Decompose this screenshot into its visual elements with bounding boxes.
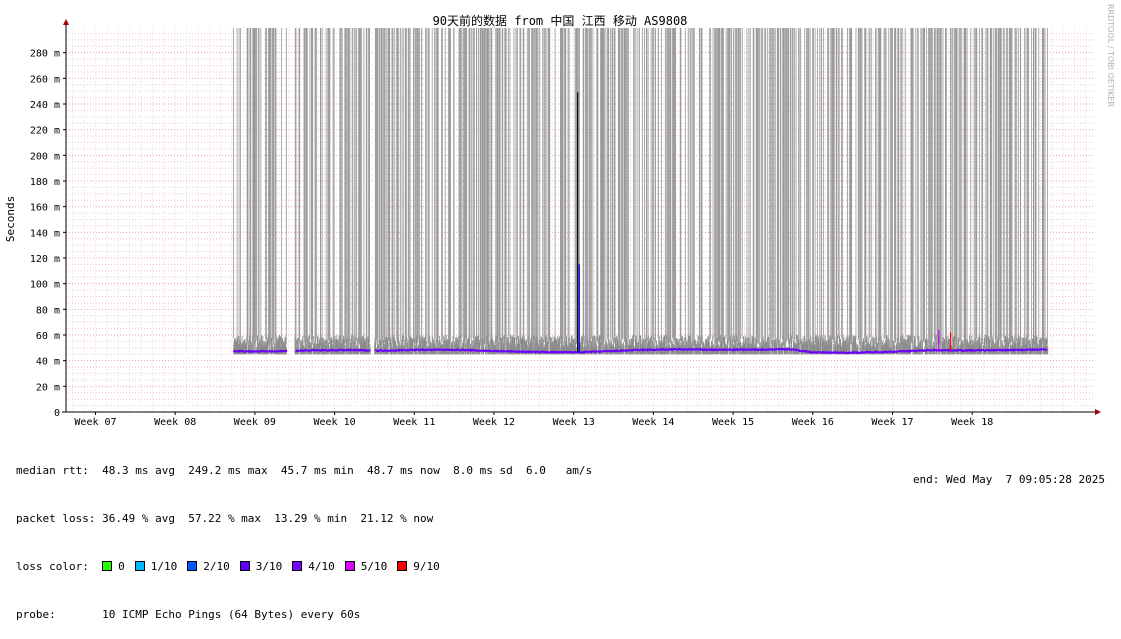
loss-legend-item: 3/10 — [239, 560, 283, 573]
x-tick-labels: Week 07 Week 08 Week 09 Week 10 Week 11 Week … — [74, 412, 993, 428]
axes — [62, 19, 1101, 415]
y-tick-label: 220 m — [30, 126, 60, 137]
x-tick-label: Week 14 — [632, 417, 674, 428]
y-axis-arrow — [63, 19, 69, 25]
y-axis-label: Seconds — [4, 196, 17, 242]
loss-color-swatch — [187, 561, 198, 571]
loss-legend-label: 1/10 — [150, 560, 178, 573]
y-tick-label: 260 m — [30, 74, 60, 85]
median-rtt-values: 48.3 ms avg 249.2 ms max 45.7 ms min 48.… — [102, 464, 593, 477]
packet-loss-label: packet loss: — [16, 512, 96, 525]
x-tick-label: Week 11 — [393, 417, 435, 428]
loss-legend-label: 5/10 — [360, 560, 388, 573]
loss-legend-label: 3/10 — [255, 560, 283, 573]
x-tick-label: Week 17 — [871, 417, 913, 428]
x-tick-label: Week 10 — [314, 417, 356, 428]
x-tick-label: Week 15 — [712, 417, 754, 428]
median-rtt-line — [232, 92, 1048, 355]
x-tick-label: Week 08 — [154, 417, 196, 428]
x-axis-arrow — [1095, 409, 1101, 415]
smoke-bars — [232, 28, 1049, 355]
loss-legend-item: 1/10 — [134, 560, 178, 573]
median-rtt-row: median rtt: 48.3 ms avg 249.2 ms max 45.… — [16, 463, 592, 479]
x-tick-label: Week 18 — [951, 417, 993, 428]
y-tick-labels: 0 20 m 40 m 60 m 80 m 100 m 120 m 140 m 160 m 180… — [30, 49, 66, 419]
x-tick-label: Week 12 — [473, 417, 515, 428]
x-tick-label: Week 09 — [234, 417, 276, 428]
loss-legend-item: 0 — [102, 560, 125, 573]
median-rtt-segment — [232, 349, 288, 354]
median-rtt-label: median rtt: — [16, 464, 89, 477]
stats-panel: median rtt: 48.3 ms avg 249.2 ms max 45.… — [16, 431, 592, 639]
loss-legend-label: 9/10 — [413, 560, 440, 573]
loss-legend-item: 5/10 — [344, 560, 388, 573]
y-tick-label: 160 m — [30, 203, 60, 214]
end-timestamp: end: Wed May 7 09:05:28 2025 — [912, 473, 1105, 486]
loss-legend-item: 4/10 — [292, 560, 335, 573]
loss-color-swatch — [239, 561, 250, 571]
probe-values: 10 ICMP Echo Pings (64 Bytes) every 60s — [102, 608, 361, 621]
y-tick-label: 0 — [54, 408, 60, 419]
y-tick-label: 280 m — [30, 49, 60, 60]
loss-color-swatch — [344, 561, 355, 571]
loss-legend-label: 4/10 — [308, 560, 335, 573]
loss-color-swatch — [102, 561, 113, 571]
loss-legend-label: 2/10 — [203, 560, 230, 573]
y-tick-label: 60 m — [36, 331, 60, 342]
loss-color-row: loss color: 0 1/10 2/10 3/10 4/10 5/10 9/10 — [16, 559, 592, 575]
loss-color-swatch — [292, 561, 303, 571]
x-tick-label: Week 07 — [74, 417, 116, 428]
x-tick-label: Week 13 — [553, 417, 595, 428]
y-tick-label: 80 m — [36, 305, 60, 316]
loss-color-label: loss color: — [16, 560, 89, 573]
loss-legend-item: 9/10 — [397, 560, 440, 573]
median-rtt-segment — [374, 347, 1048, 355]
x-tick-label: Week 16 — [792, 417, 834, 428]
y-tick-label: 40 m — [36, 357, 60, 368]
packet-loss-row: packet loss: 36.49 % avg 57.22 % max 13.… — [16, 511, 592, 527]
y-tick-label: 100 m — [30, 280, 60, 291]
rrdtool-watermark: RRDTOOL / TOBI OETIKER — [1106, 4, 1115, 107]
chart-title: 90天前的数据 from 中国 江西 移动 AS9808 — [433, 13, 688, 28]
y-tick-label: 200 m — [30, 151, 60, 162]
loss-color-swatch — [397, 561, 408, 571]
y-tick-label: 140 m — [30, 228, 60, 239]
loss-color-legend: 0 1/10 2/10 3/10 4/10 5/10 9/10 — [102, 560, 450, 573]
probe-label: probe: — [16, 608, 56, 621]
y-tick-label: 120 m — [30, 254, 60, 265]
probe-row: probe: 10 ICMP Echo Pings (64 Bytes) eve… — [16, 607, 592, 623]
y-tick-label: 240 m — [30, 100, 60, 111]
y-tick-label: 20 m — [36, 382, 60, 393]
smokeping-chart: 90天前的数据 from 中国 江西 移动 AS9808 Seconds RRD… — [4, 4, 1115, 428]
packet-loss-values: 36.49 % avg 57.22 % max 13.29 % min 21.1… — [102, 512, 434, 525]
y-tick-label: 180 m — [30, 177, 60, 188]
loss-legend-label: 0 — [118, 560, 125, 573]
median-rtt-segment — [295, 348, 371, 353]
loss-legend-item: 2/10 — [187, 560, 230, 573]
loss-color-swatch — [134, 561, 145, 571]
